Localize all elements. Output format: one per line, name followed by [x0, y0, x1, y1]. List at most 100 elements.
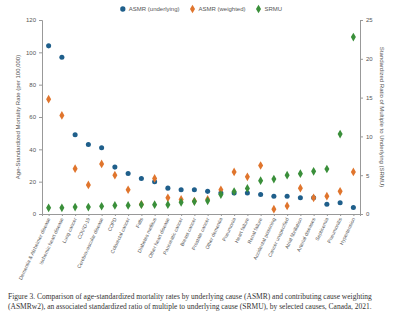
tick: 40 [29, 147, 42, 153]
point [298, 169, 303, 178]
tick-label: Cancer unspecified [266, 216, 290, 258]
tick-mark [49, 214, 50, 216]
tick: Cerebrovascular disease [76, 214, 105, 269]
tick: Colorectal cancer [109, 214, 131, 254]
point [271, 194, 276, 199]
tick-mark [155, 214, 156, 216]
tick-mark [247, 214, 248, 216]
axis-title: Standardized Ratio of Multiple to Underl… [379, 47, 385, 187]
tick: 10 [360, 134, 373, 140]
marks [46, 33, 356, 214]
tick: COPD [106, 214, 118, 232]
point [311, 193, 316, 202]
tick: Hypertension [338, 214, 356, 246]
tick-mark [39, 182, 42, 183]
point [126, 185, 131, 194]
point [338, 200, 343, 205]
point [218, 190, 223, 199]
y-axis: 020406080100120 [26, 17, 43, 217]
point [271, 175, 276, 184]
series [46, 43, 356, 210]
tick: Arterial diseases [295, 214, 316, 253]
tick-mark [314, 214, 315, 216]
axis-title: Age-Standardized Mortality Rate (per 100… [15, 55, 21, 179]
tick-mark [287, 214, 288, 216]
tick: 80 [29, 82, 42, 88]
plot: 0204060801001200510152025Dementia & Alzh… [15, 17, 385, 280]
point [59, 203, 64, 212]
point [73, 132, 78, 137]
tick-mark [340, 214, 341, 216]
tick-mark [221, 214, 222, 216]
caption: Figure 3. Comparison of age-standardized… [8, 292, 392, 312]
point [59, 111, 64, 120]
legend-label: ASMR (weighted) [199, 6, 246, 12]
series [46, 95, 356, 214]
point [271, 205, 276, 214]
point [59, 55, 64, 60]
tick-mark [300, 214, 301, 216]
legend-item: SRMU [256, 5, 282, 14]
tick-mark [39, 52, 42, 53]
legend: ASMR (underlying) ASMR (weighted) SRMU [120, 5, 282, 14]
point [245, 172, 250, 181]
tick-mark [141, 214, 142, 216]
tick-label: Colorectal cancer [109, 216, 131, 254]
point [324, 192, 329, 201]
tick: 20 [29, 179, 42, 185]
x-axis-line [43, 215, 361, 217]
point [285, 202, 290, 211]
tick: 60 [29, 114, 42, 120]
point [338, 130, 343, 139]
tick-label: Arterial diseases [295, 216, 316, 252]
tick-label: Hypertension [338, 216, 356, 245]
tick-label: 80 [29, 82, 36, 88]
tick: 120 [26, 17, 42, 23]
legend-marker [256, 5, 261, 14]
tick-mark [234, 214, 235, 216]
point [86, 181, 91, 190]
point [99, 160, 104, 169]
tick-label: COPD [106, 216, 118, 232]
tick-label: 15 [366, 95, 373, 101]
tick-label: 20 [366, 56, 373, 62]
point [298, 184, 303, 193]
tick-mark [261, 214, 262, 216]
legend-label: ASMR (underlying) [129, 6, 180, 12]
series [46, 33, 356, 212]
point [232, 187, 237, 196]
tick-mark [360, 98, 363, 99]
legend-item: ASMR (underlying) [120, 6, 179, 12]
point [192, 197, 197, 206]
point [86, 203, 91, 212]
tick-mark [39, 117, 42, 118]
tick-mark [208, 214, 209, 216]
tick: Lung cancer [61, 214, 78, 244]
point [205, 189, 210, 194]
point [192, 187, 197, 192]
tick-mark [194, 214, 195, 216]
tick-label: 120 [26, 17, 37, 23]
tick-label: Cerebrovascular disease [76, 216, 105, 269]
point [139, 200, 144, 209]
point [245, 184, 250, 193]
tick: 0 [33, 211, 42, 217]
point [46, 203, 51, 212]
tick: 20 [360, 56, 373, 62]
tick-label: 25 [366, 17, 373, 23]
point [46, 95, 51, 104]
point [165, 186, 170, 191]
tick-mark [39, 20, 42, 21]
tick-label: 60 [29, 114, 36, 120]
tick-mark [181, 214, 182, 216]
tick-mark [88, 214, 89, 216]
point [258, 176, 263, 185]
point [73, 164, 78, 173]
point [86, 142, 91, 147]
tick: Other dementia [204, 214, 224, 250]
tick-mark [39, 149, 42, 150]
tick-mark [128, 214, 129, 216]
tick-mark [360, 136, 363, 137]
point [99, 202, 104, 211]
point [285, 194, 290, 199]
